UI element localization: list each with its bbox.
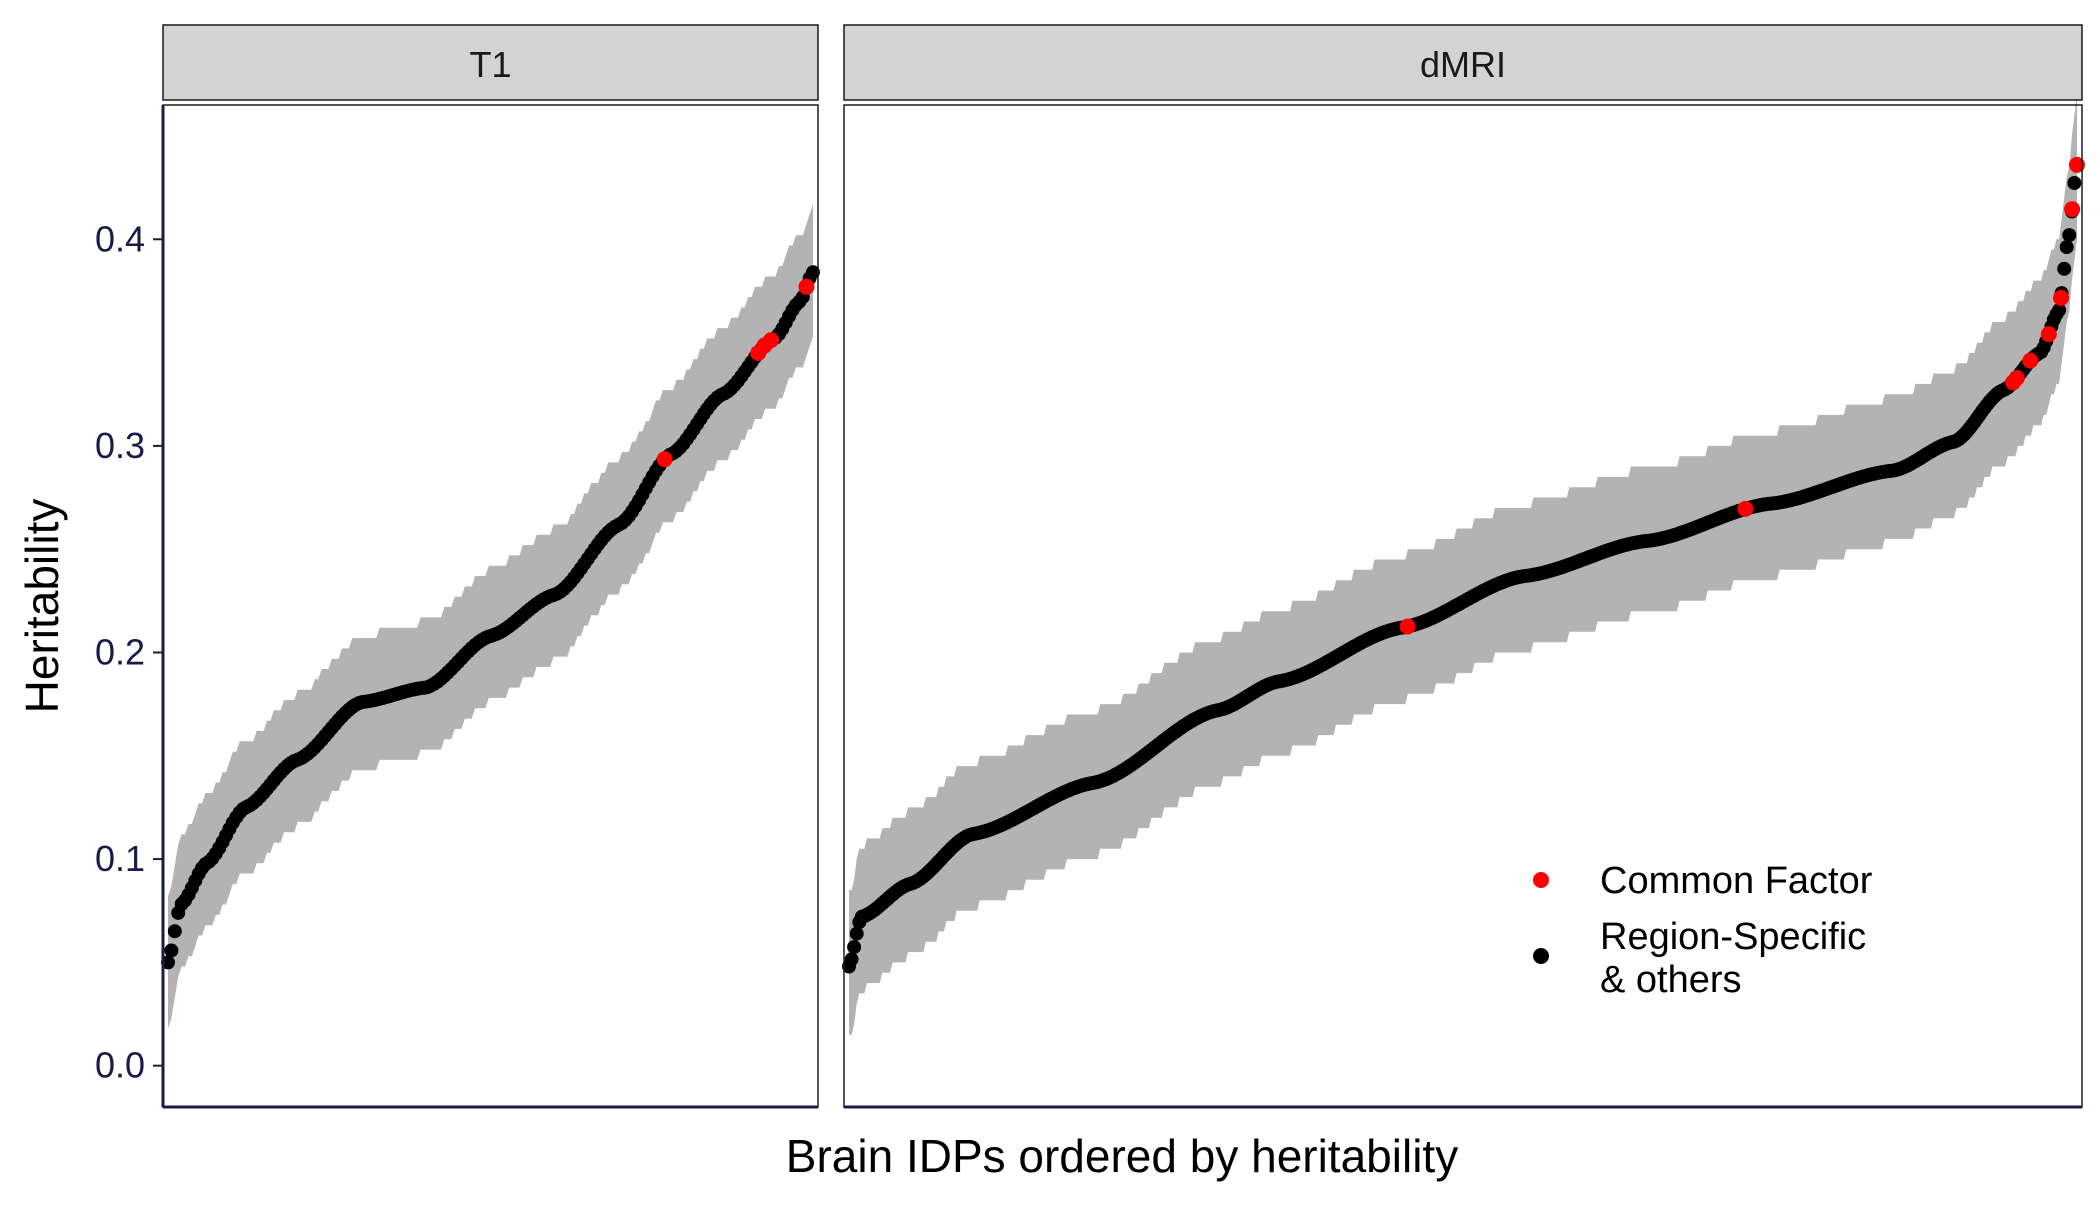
- strip-t1: [162, 24, 819, 101]
- ci-band-t1: [168, 204, 813, 1029]
- point-common-factor: [2022, 352, 2039, 369]
- y-axis-title: Heritability: [16, 499, 68, 714]
- ci-band-dmri: [849, 94, 2077, 1035]
- strip-label-dmri: dMRI: [1420, 44, 1506, 85]
- y-tick-label: 0.4: [95, 218, 145, 259]
- point-common-factor: [2069, 156, 2085, 173]
- point-region-specific: [2067, 176, 2082, 190]
- legend-label-common-factor: Common Factor: [1600, 860, 1873, 902]
- legend-label-region-specific: Region-Specific: [1600, 916, 1866, 958]
- point-common-factor: [2064, 201, 2081, 218]
- point-region-specific: [2052, 303, 2067, 318]
- strip-dmri: [843, 24, 2083, 101]
- strip-label-t1: T1: [469, 44, 511, 85]
- point-region-specific: [806, 265, 820, 280]
- y-tick-label: 0.1: [95, 838, 145, 879]
- y-tick-label: 0.0: [95, 1045, 145, 1086]
- point-region-specific: [849, 926, 864, 941]
- legend-key-common-factor: [1533, 872, 1549, 888]
- y-tick-label: 0.2: [95, 631, 145, 672]
- x-axis-title: Brain IDPs ordered by heritability: [786, 1130, 1458, 1182]
- point-common-factor: [656, 451, 673, 468]
- point-common-factor: [798, 278, 815, 295]
- point-region-specific: [2059, 240, 2074, 255]
- point-region-specific: [164, 943, 179, 958]
- point-common-factor: [2053, 289, 2069, 306]
- legend-key-region-specific: [1533, 948, 1549, 964]
- point-region-specific: [847, 940, 862, 955]
- legend-label-others: & others: [1600, 959, 1742, 1001]
- point-region-specific: [2057, 261, 2072, 276]
- point-common-factor: [2040, 326, 2057, 343]
- point-region-specific: [2062, 228, 2077, 243]
- point-region-specific: [844, 952, 859, 967]
- y-tick-label: 0.3: [95, 425, 145, 466]
- point-region-specific: [167, 924, 182, 939]
- point-common-factor: [2008, 370, 2025, 386]
- point-common-factor: [1737, 500, 1754, 517]
- point-common-factor: [1399, 618, 1416, 635]
- point-common-factor: [763, 332, 780, 349]
